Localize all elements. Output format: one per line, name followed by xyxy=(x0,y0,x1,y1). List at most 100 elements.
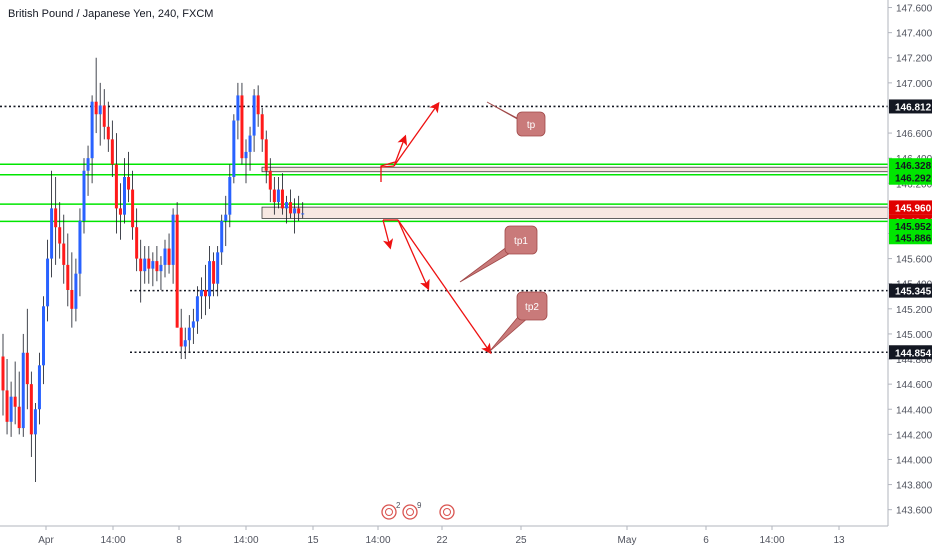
candle xyxy=(167,233,171,274)
callout-tp1: tp1 xyxy=(459,225,538,283)
candle-body xyxy=(29,384,33,435)
candle-body xyxy=(127,177,131,190)
candle-body xyxy=(248,135,252,152)
candle xyxy=(289,189,293,219)
price-tag-145345-text: 145.345 xyxy=(895,287,932,298)
candle xyxy=(155,246,159,282)
candle-body xyxy=(204,289,207,297)
candle-body xyxy=(264,139,268,171)
event-inner xyxy=(443,508,451,516)
candle xyxy=(280,173,284,215)
candle xyxy=(74,258,78,322)
callout-box xyxy=(504,225,538,255)
candle xyxy=(276,177,280,209)
candle xyxy=(199,277,203,319)
candle xyxy=(21,333,25,437)
callout-box xyxy=(516,291,548,321)
candle-body xyxy=(179,327,183,347)
event-marker-icon[interactable]: 9 xyxy=(402,501,422,520)
candle-body xyxy=(147,258,151,269)
candle xyxy=(232,114,236,184)
candle xyxy=(171,208,175,284)
candle-body xyxy=(252,95,256,136)
price-tag-146812: 146.812 xyxy=(889,99,932,114)
candle xyxy=(106,101,110,152)
candle xyxy=(256,85,260,127)
candle-body xyxy=(155,261,159,272)
candle-body xyxy=(82,170,86,221)
y-tick-label: 144.200 xyxy=(896,430,932,441)
event-marker-icon[interactable] xyxy=(439,504,455,520)
candle xyxy=(175,202,179,328)
y-tick-label: 144.800 xyxy=(896,355,932,366)
arrow-down-1 xyxy=(382,219,394,250)
price-tag-146812-bg xyxy=(889,99,932,114)
candle xyxy=(216,246,220,297)
y-tick-label: 147.600 xyxy=(896,4,932,15)
candle xyxy=(82,158,86,234)
candle xyxy=(62,214,66,284)
price-axis-panel xyxy=(888,0,932,550)
price-tag-144854-text: 144.854 xyxy=(895,348,932,359)
candle-body xyxy=(301,213,305,215)
zone-box xyxy=(261,166,889,173)
candle xyxy=(54,177,58,265)
candle-body xyxy=(110,139,114,165)
candle-body xyxy=(33,409,37,435)
candle xyxy=(272,177,276,215)
candle xyxy=(204,264,207,316)
x-tick-label: 25 xyxy=(515,535,527,546)
y-tick-label: 145.000 xyxy=(896,330,932,341)
event-marker-icon[interactable]: 2 xyxy=(381,501,401,520)
candle-body xyxy=(70,289,74,309)
candle-body xyxy=(46,258,50,307)
candle xyxy=(66,233,70,307)
zone-box xyxy=(261,206,889,219)
candle xyxy=(236,82,240,140)
candle-body xyxy=(224,214,228,221)
y-tick-label: 145.600 xyxy=(896,255,932,266)
price-tag-extra-text: 145.886 xyxy=(895,233,932,244)
event-count: 2 xyxy=(396,501,401,510)
price-tag-145345-bg xyxy=(889,283,932,298)
y-tick-label: 143.800 xyxy=(896,481,932,492)
event-count: 9 xyxy=(417,501,422,510)
candle-body xyxy=(167,248,171,265)
arrow-up-1 xyxy=(393,134,408,167)
candle xyxy=(118,183,122,240)
candle-body xyxy=(297,208,301,214)
candle xyxy=(264,130,268,184)
candle-body xyxy=(191,321,195,328)
candle xyxy=(102,89,106,140)
x-tick-label: 8 xyxy=(176,535,182,546)
x-tick-label: 14:00 xyxy=(759,535,784,546)
candle-body xyxy=(276,189,280,203)
candle-body xyxy=(228,177,232,215)
candle-body xyxy=(280,189,284,209)
event-inner xyxy=(385,508,393,516)
candle-body xyxy=(114,164,118,209)
x-tick-label: 14:00 xyxy=(365,535,390,546)
candle xyxy=(9,381,13,437)
candle-body xyxy=(240,95,244,159)
callout-tp2: tp2 xyxy=(488,291,548,353)
candle xyxy=(301,202,305,219)
candle-body xyxy=(208,261,212,297)
candle xyxy=(127,151,131,203)
candle-body xyxy=(143,258,147,272)
candle xyxy=(86,145,90,196)
callout-tp: tp xyxy=(486,101,546,137)
y-tick-label: 146.200 xyxy=(896,179,932,190)
candle xyxy=(195,286,199,334)
candle-body xyxy=(199,289,203,297)
candle-body xyxy=(260,114,264,140)
candle xyxy=(228,164,232,228)
candle-body xyxy=(90,101,94,159)
candle xyxy=(183,327,187,360)
candle xyxy=(224,195,228,247)
candle-body xyxy=(118,208,122,215)
candle xyxy=(94,57,98,134)
y-tick-label: 147.200 xyxy=(896,54,932,65)
candle-body xyxy=(135,227,139,259)
